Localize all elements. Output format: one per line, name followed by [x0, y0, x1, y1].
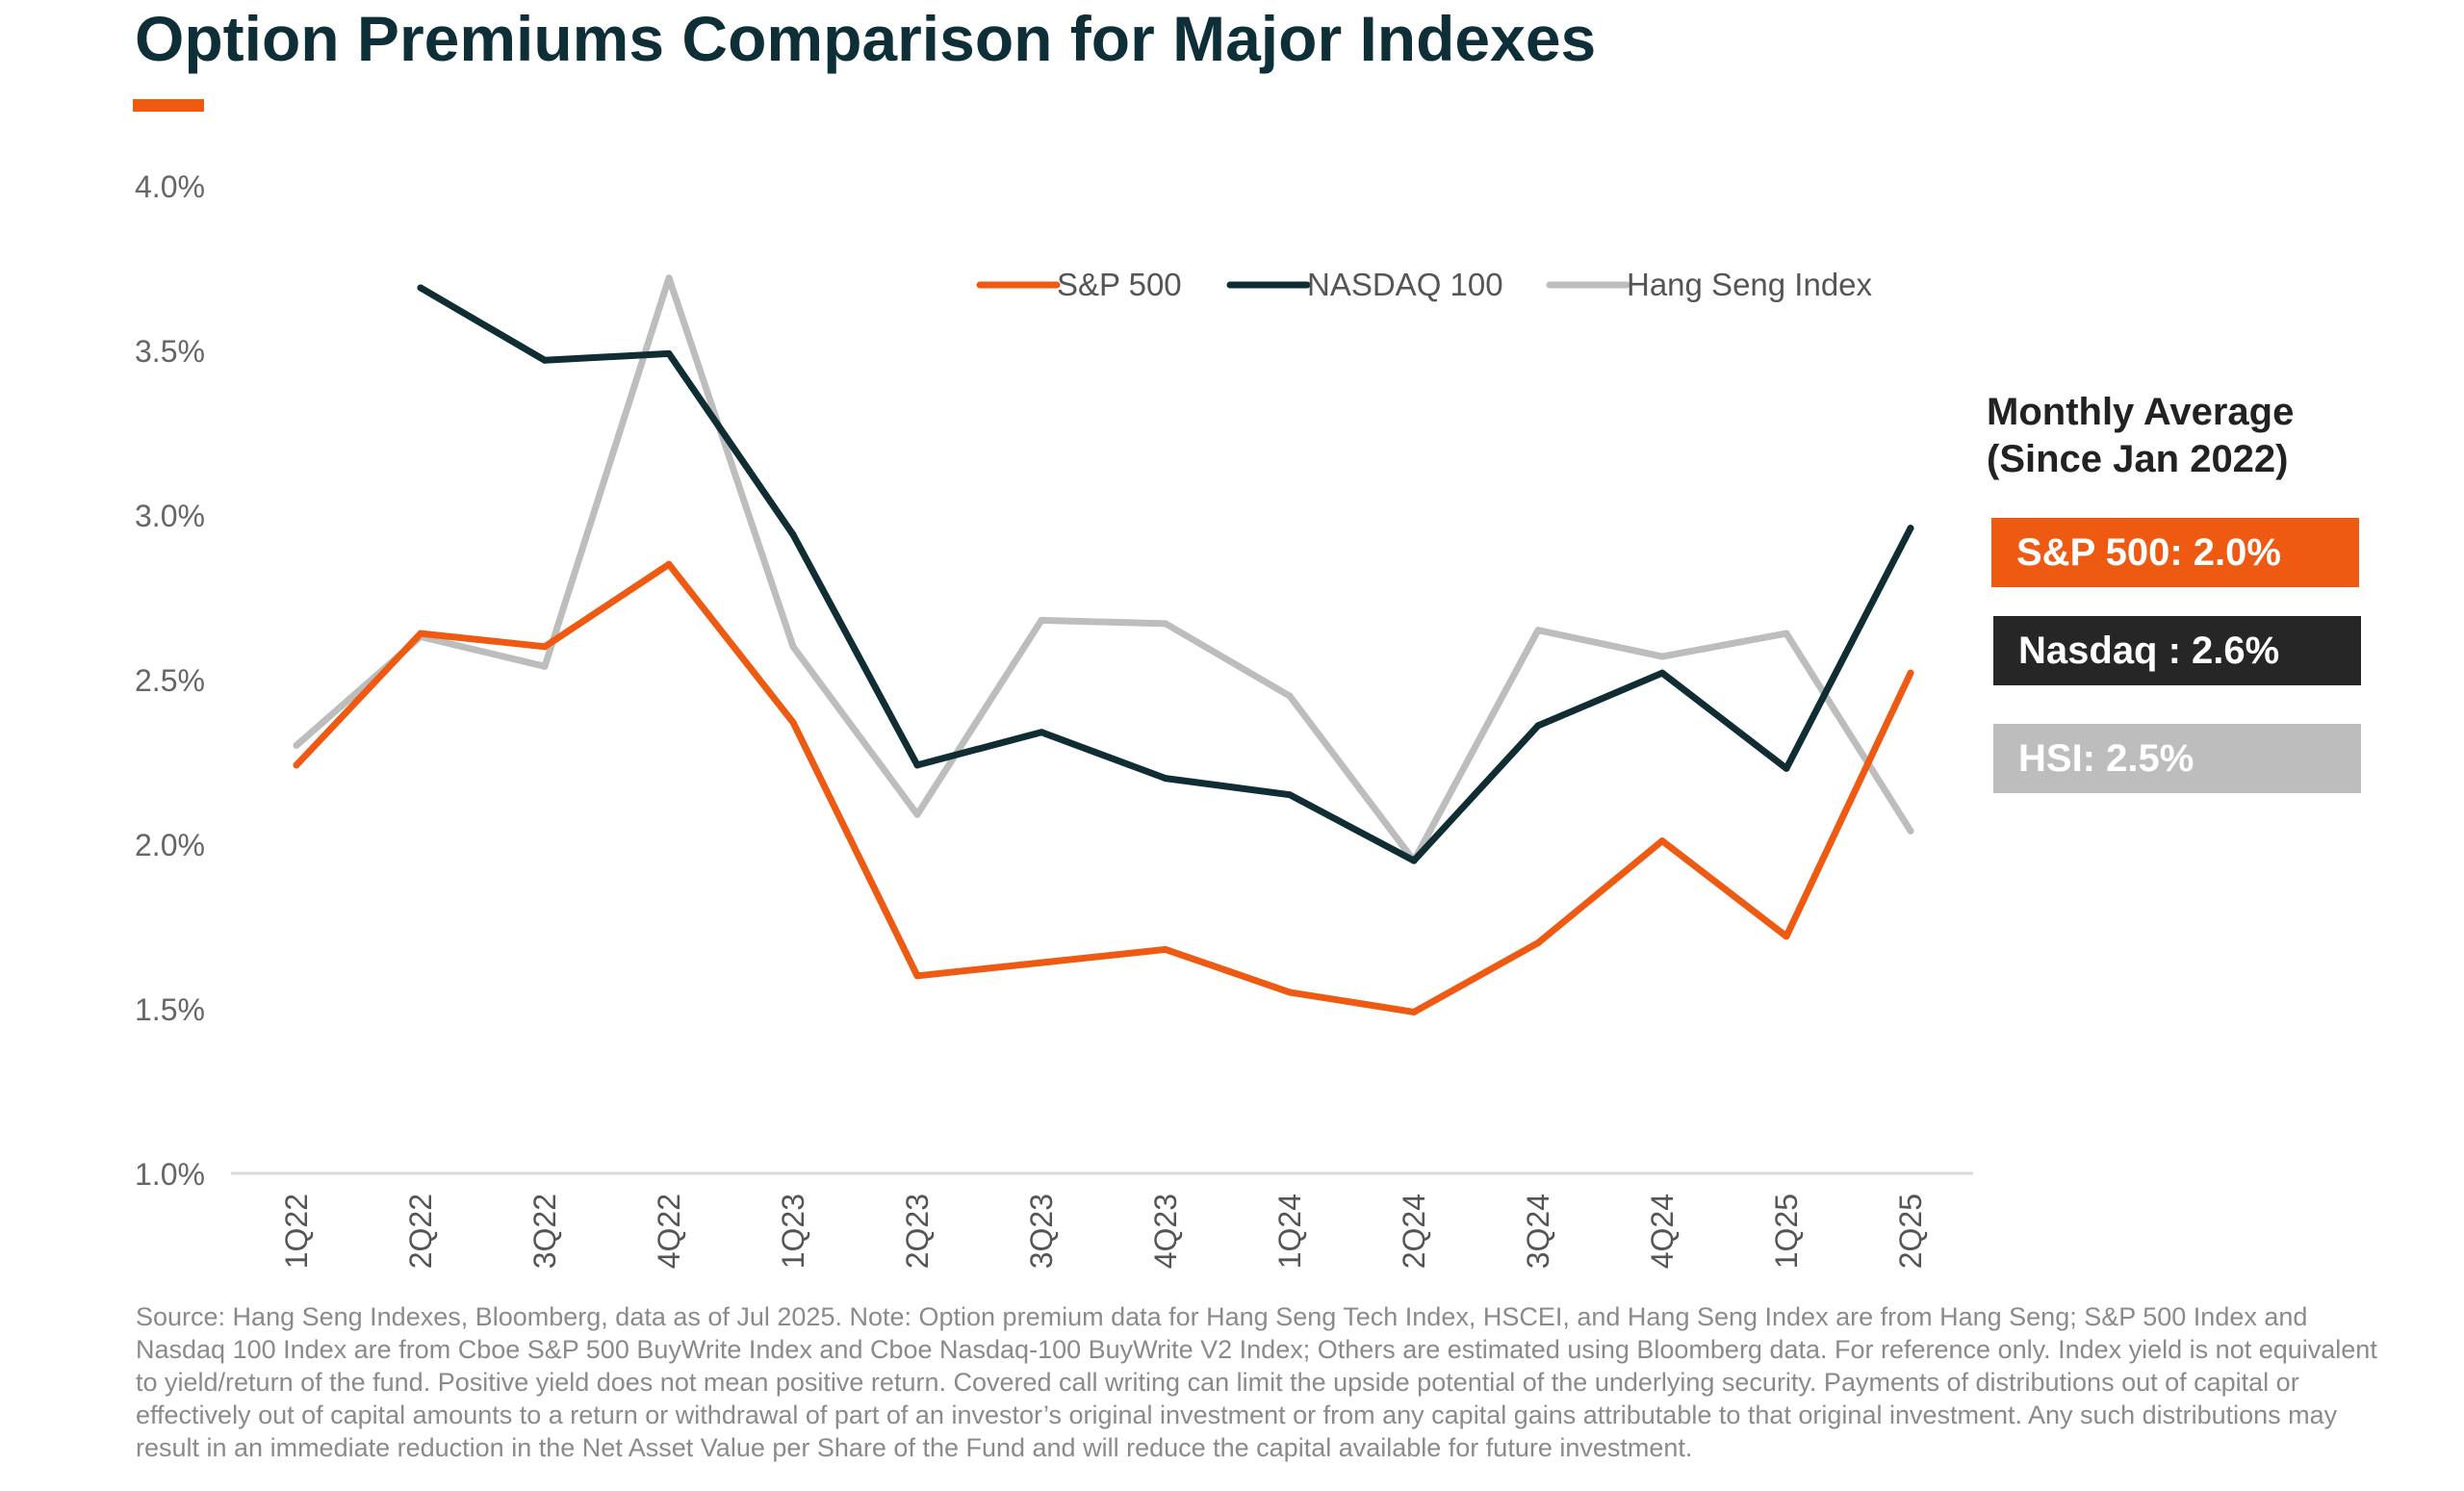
- data-point: [913, 761, 921, 769]
- legend: S&P 500 NASDAQ 100 Hang Seng Index: [976, 267, 1873, 302]
- legend-label: Hang Seng Index: [1627, 267, 1873, 302]
- data-point: [1658, 669, 1666, 677]
- monthly-average-heading: Monthly Average (Since Jan 2022): [1987, 389, 2294, 483]
- data-point: [1286, 791, 1294, 799]
- x-tick-label: 2Q23: [900, 1194, 935, 1269]
- legend-label: S&P 500: [1057, 267, 1182, 302]
- y-axis-ticks: 1.0% 1.5% 2.0% 2.5% 3.0% 3.5% 4.0%: [135, 169, 205, 1192]
- data-point: [1038, 729, 1045, 736]
- data-point: [293, 741, 300, 749]
- data-point: [665, 560, 673, 568]
- data-point: [541, 356, 549, 364]
- data-point: [417, 284, 424, 292]
- data-point: [1286, 989, 1294, 996]
- series-line-nasdaq-100: [417, 284, 1914, 864]
- x-tick-label: 1Q23: [776, 1194, 810, 1269]
- data-point: [1286, 692, 1294, 700]
- x-tick-label: 4Q24: [1645, 1194, 1680, 1269]
- y-tick-label: 3.0%: [135, 499, 205, 533]
- x-tick-label: 4Q22: [652, 1194, 686, 1269]
- x-tick-label: 3Q22: [527, 1194, 562, 1269]
- data-point: [541, 643, 549, 651]
- y-tick-label: 4.0%: [135, 169, 205, 204]
- source-footnote: Source: Hang Seng Indexes, Bloomberg, da…: [136, 1302, 2377, 1462]
- data-point: [665, 349, 673, 357]
- data-point: [789, 718, 797, 726]
- data-point: [1162, 775, 1169, 783]
- data-point: [1907, 669, 1914, 677]
- x-tick-label: 2Q25: [1893, 1194, 1928, 1269]
- series-line-hang-seng-index: [293, 274, 1914, 864]
- data-point: [1907, 827, 1914, 835]
- data-point: [789, 531, 797, 539]
- data-point: [1658, 653, 1666, 660]
- x-tick-label: 3Q23: [1024, 1194, 1059, 1269]
- x-tick-label: 2Q22: [403, 1194, 438, 1269]
- data-point: [1658, 837, 1666, 845]
- y-tick-label: 3.5%: [135, 334, 205, 369]
- data-point: [1534, 627, 1542, 634]
- data-point: [1783, 933, 1790, 940]
- data-point: [541, 662, 549, 670]
- monthly-average-title: Monthly Average: [1987, 391, 2295, 433]
- data-point: [913, 972, 921, 980]
- legend-label: NASDAQ 100: [1307, 267, 1503, 302]
- series-lines: [293, 274, 1914, 1015]
- data-point: [1410, 857, 1418, 864]
- y-tick-label: 1.5%: [135, 992, 205, 1027]
- monthly-average-subtitle: (Since Jan 2022): [1987, 437, 2289, 480]
- data-point: [1534, 722, 1542, 730]
- data-point: [1162, 620, 1169, 628]
- data-point: [1783, 764, 1790, 772]
- data-point: [913, 810, 921, 818]
- hsi-average-badge: HSI: 2.5%: [1993, 724, 2361, 793]
- x-axis-ticks: 1Q22 2Q22 3Q22 4Q22 1Q23 2Q23 3Q23 4Q23 1Q24 2Q24…: [279, 1194, 1928, 1269]
- data-point: [1038, 959, 1045, 966]
- nasdaq-average-badge: Nasdaq : 2.6%: [1993, 616, 2361, 685]
- x-tick-label: 2Q24: [1397, 1194, 1431, 1269]
- x-tick-label: 4Q23: [1148, 1194, 1183, 1269]
- data-point: [789, 643, 797, 651]
- x-tick-label: 1Q25: [1769, 1194, 1804, 1269]
- x-tick-label: 1Q24: [1272, 1194, 1307, 1269]
- data-point: [1783, 630, 1790, 637]
- title-accent-bar: [133, 99, 204, 112]
- data-point: [665, 274, 673, 282]
- series-line-s-p-500: [293, 560, 1914, 1015]
- page-title: Option Premiums Comparison for Major Ind…: [135, 3, 1597, 74]
- sp500-average-badge: S&P 500: 2.0%: [1991, 518, 2359, 587]
- y-tick-label: 2.0%: [135, 828, 205, 862]
- data-point: [1410, 1008, 1418, 1015]
- data-point: [417, 630, 424, 637]
- data-point: [1162, 945, 1169, 953]
- data-point: [1534, 939, 1542, 947]
- x-tick-label: 1Q22: [279, 1194, 314, 1269]
- data-point: [1038, 616, 1045, 624]
- y-tick-label: 1.0%: [135, 1157, 205, 1192]
- data-point: [1907, 525, 1914, 532]
- data-point: [293, 761, 300, 769]
- y-tick-label: 2.5%: [135, 663, 205, 698]
- x-tick-label: 3Q24: [1521, 1194, 1555, 1269]
